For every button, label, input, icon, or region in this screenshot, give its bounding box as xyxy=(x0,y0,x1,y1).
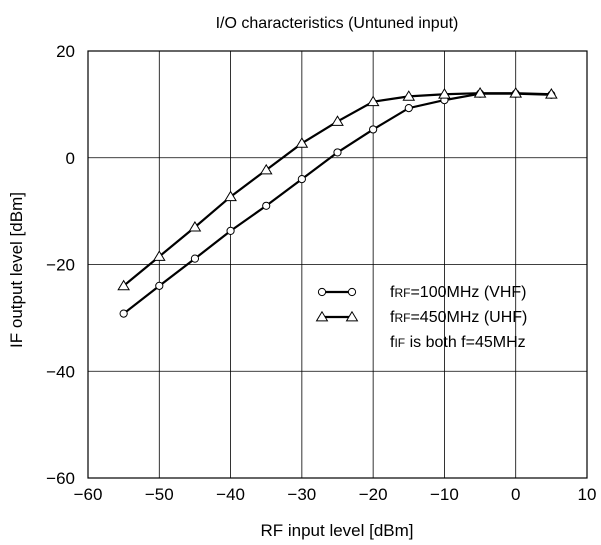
y-axis-ticks: −60 −40 −20 0 20 xyxy=(46,42,75,488)
series-triangle xyxy=(117,86,558,291)
x-tick-label: −60 xyxy=(74,485,103,504)
y-tick-label: −60 xyxy=(46,469,75,488)
legend-marker xyxy=(315,310,329,322)
data-point-triangle xyxy=(117,279,130,291)
legend-entry-circle: fRF=100MHz (VHF) xyxy=(317,284,526,301)
x-tick-label: −10 xyxy=(430,485,459,504)
x-tick-label: −20 xyxy=(359,485,388,504)
data-point-circle xyxy=(119,309,128,318)
data-point-circle xyxy=(190,254,200,263)
y-tick-label: −20 xyxy=(46,256,75,275)
data-point-circle xyxy=(369,125,378,134)
data-point-triangle xyxy=(402,90,416,101)
series-line-circle xyxy=(122,92,552,315)
data-point-triangle xyxy=(152,250,166,261)
legend-label: fRF=450MHz (UHF) xyxy=(390,309,527,326)
legend-marker xyxy=(347,287,357,297)
y-tick-label: 0 xyxy=(66,149,75,168)
x-tick-label: −40 xyxy=(216,485,245,504)
data-point-circle xyxy=(262,201,271,210)
data-point-circle xyxy=(333,148,342,157)
x-tick-label: 0 xyxy=(511,485,520,504)
y-axis-label: IF output level [dBm] xyxy=(7,192,26,348)
data-point-triangle xyxy=(295,137,309,148)
legend-label: fRF=100MHz (VHF) xyxy=(390,284,526,301)
y-tick-label: −40 xyxy=(46,362,75,381)
data-point-triangle xyxy=(366,95,380,107)
legend-marker xyxy=(317,287,327,297)
data-point-triangle xyxy=(224,190,237,202)
x-tick-label: −30 xyxy=(287,485,316,504)
x-axis-label: RF input level [dBm] xyxy=(260,521,413,540)
data-point-circle xyxy=(226,226,235,235)
data-point-triangle xyxy=(188,220,202,232)
legend-entry-triangle: fRF=450MHz (UHF) xyxy=(315,309,527,326)
data-point-triangle xyxy=(259,163,273,175)
data-point-circle xyxy=(297,175,306,184)
legend-marker xyxy=(345,310,359,322)
grid xyxy=(88,51,587,478)
data-point-circle xyxy=(404,104,413,113)
series-group xyxy=(117,86,558,318)
x-tick-label: −50 xyxy=(145,485,174,504)
x-axis-ticks: −60 −50 −40 −30 −20 −10 0 10 xyxy=(74,485,597,504)
y-tick-label: 20 xyxy=(56,42,75,61)
data-point-triangle xyxy=(545,88,558,99)
chart-title: I/O characteristics (Untuned input) xyxy=(216,15,459,32)
x-tick-label: 10 xyxy=(578,485,597,504)
data-point-triangle xyxy=(438,88,451,99)
data-point-triangle xyxy=(473,86,487,98)
data-point-triangle xyxy=(509,86,523,98)
data-point-circle xyxy=(155,281,164,290)
legend-note: fIF is both f=45MHz xyxy=(390,334,526,351)
plot-frame xyxy=(87,50,588,479)
data-point-triangle xyxy=(331,115,344,126)
legend: fRF=100MHz (VHF) fRF=450MHz (UHF) fIF is b… xyxy=(315,284,527,351)
